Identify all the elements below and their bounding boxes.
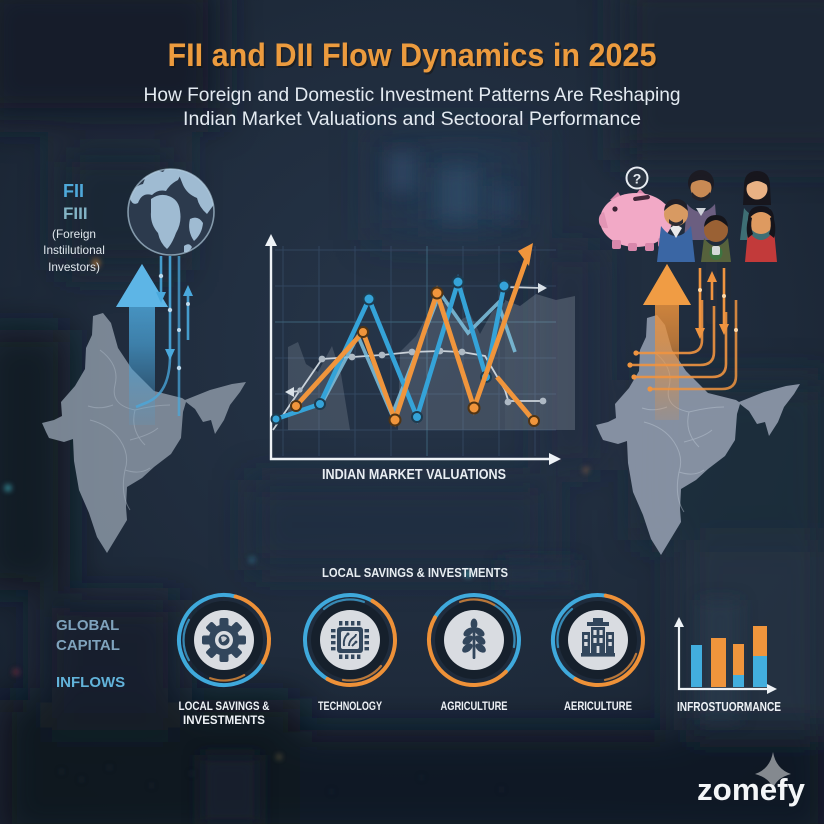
svg-text:INFROSTUORMANCE: INFROSTUORMANCE [677, 700, 781, 714]
svg-text:FIII: FIII [63, 204, 88, 223]
svg-text:(Foreign: (Foreign [52, 227, 96, 241]
svg-text:How Foreign and Domestic Inves: How Foreign and Domestic Investment Patt… [144, 85, 681, 106]
svg-text:zomefy: zomefy [697, 772, 806, 807]
svg-text:?: ? [633, 171, 642, 187]
svg-text:Indian Market Valuations and S: Indian Market Valuations and Sectooral P… [183, 109, 641, 130]
svg-text:TECHNOLOGY: TECHNOLOGY [318, 701, 382, 713]
svg-text:FII and DII Flow Dynamics in 2: FII and DII Flow Dynamics in 2025 [168, 37, 657, 73]
svg-text:INFLOWS: INFLOWS [56, 674, 125, 691]
svg-text:LOCAL SAVINGS &: LOCAL SAVINGS & [179, 701, 270, 713]
svg-text:FII: FII [63, 181, 84, 201]
svg-text:Investors): Investors) [48, 260, 100, 274]
svg-text:FII and DII Flow Dynamics in 2: FII and DII Flow Dynamics in 2025 [169, 39, 658, 75]
svg-text:LOCAL SAVINGS & INVESTMENTS: LOCAL SAVINGS & INVESTMENTS [322, 566, 508, 580]
svg-text:Instiilutional: Instiilutional [43, 243, 105, 257]
svg-text:AERICULTURE: AERICULTURE [564, 701, 632, 713]
svg-text:INDIAN MARKET VALUATIONS: INDIAN MARKET VALUATIONS [322, 467, 506, 483]
svg-text:CAPITAL: CAPITAL [56, 637, 120, 654]
svg-text:INVESTMENTS: INVESTMENTS [183, 715, 265, 727]
svg-text:GLOBAL: GLOBAL [56, 617, 119, 634]
svg-text:AGRICULTURE: AGRICULTURE [441, 701, 508, 713]
